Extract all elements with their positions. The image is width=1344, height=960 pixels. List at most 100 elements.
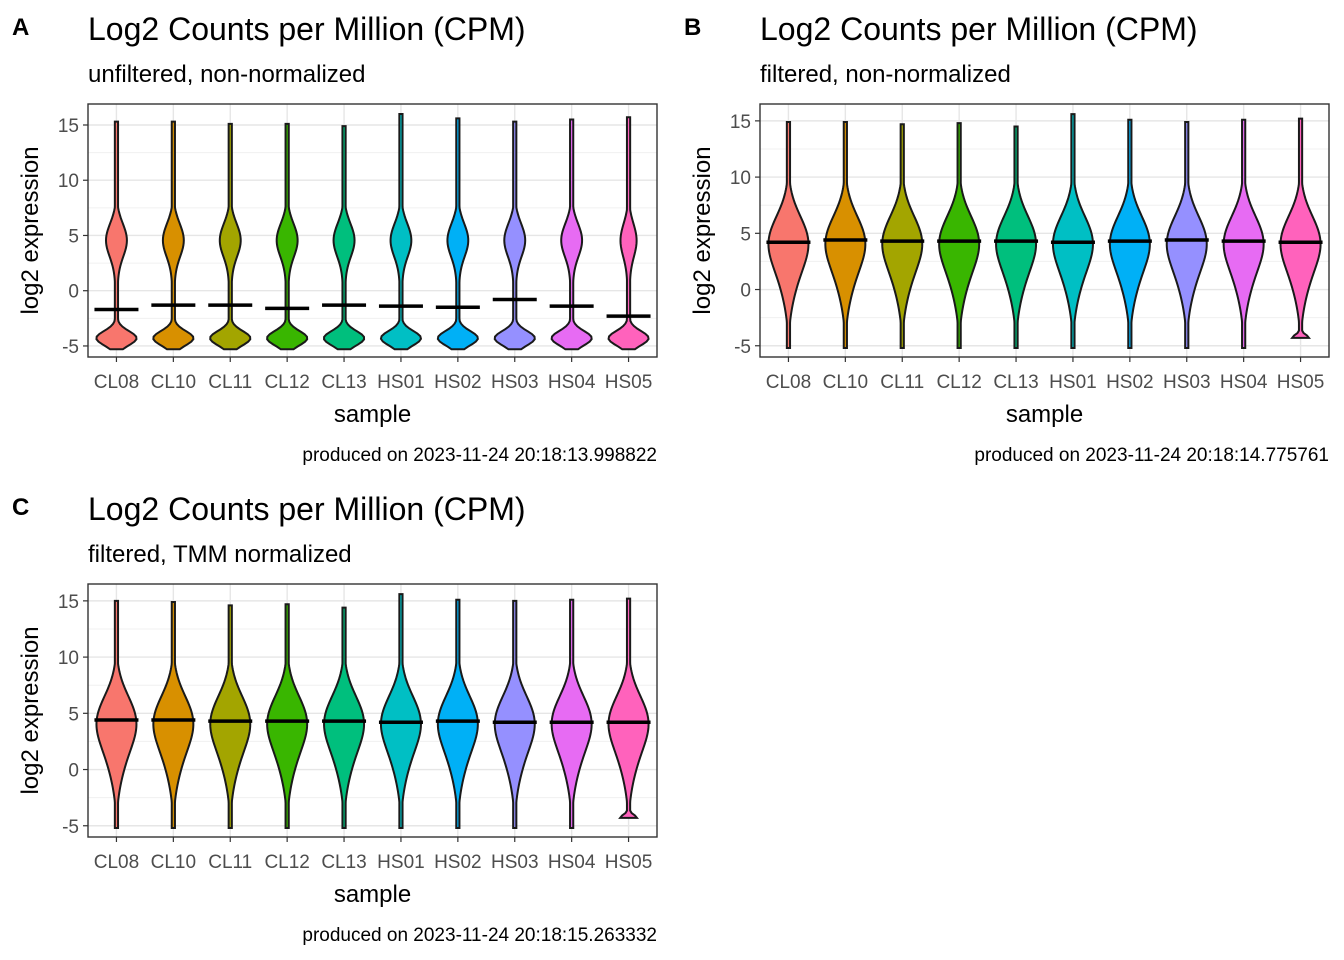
x-tick-label: CL11 — [208, 852, 252, 873]
panel-b: B Log2 Counts per Million (CPM) filtered, … — [684, 11, 1330, 466]
chart-title: Log2 Counts per Million (CPM) — [88, 11, 526, 47]
y-tick-label: 10 — [58, 648, 79, 669]
violin-hs04 — [1222, 118, 1265, 349]
violin-hs04 — [550, 118, 593, 351]
violin-hs03 — [493, 599, 536, 829]
y-tick-label: 5 — [740, 224, 751, 245]
violin-cl13 — [995, 125, 1038, 349]
chart-subtitle: unfiltered, non-normalized — [88, 61, 366, 88]
violin-cl12 — [266, 603, 309, 829]
violin-cl08 — [95, 120, 138, 351]
x-tick-label: CL10 — [151, 852, 196, 873]
x-tick-label: HS05 — [605, 372, 653, 393]
x-tick-label: CL11 — [208, 372, 252, 393]
y-tick-label: 10 — [58, 171, 79, 192]
y-tick-label: 5 — [68, 226, 79, 247]
violin-cl12 — [266, 122, 309, 351]
y-tick-label: 0 — [68, 761, 79, 782]
x-tick-label: HS03 — [491, 852, 539, 873]
x-tick-label: HS02 — [434, 372, 482, 393]
x-tick-label: HS02 — [1106, 372, 1154, 393]
x-tick-label: CL08 — [766, 372, 811, 393]
violin-cl13 — [323, 606, 366, 829]
y-tick-label: 15 — [730, 112, 751, 133]
x-tick-label: CL12 — [936, 372, 981, 393]
chart-title: Log2 Counts per Million (CPM) — [88, 491, 526, 527]
violin-cl10 — [824, 120, 867, 349]
x-tick-label: CL13 — [993, 372, 1038, 393]
y-axis-title: log2 expression — [17, 146, 44, 314]
violin-cl13 — [323, 125, 366, 351]
plot-border — [87, 103, 658, 358]
panel-letter: A — [12, 14, 29, 41]
x-tick-label: HS04 — [1220, 372, 1268, 393]
x-tick-label: CL08 — [94, 852, 139, 873]
y-tick-label: 0 — [740, 281, 751, 302]
x-tick-label: HS04 — [548, 372, 596, 393]
panel-c: C Log2 Counts per Million (CPM) filtered, … — [12, 491, 658, 946]
chart-title: Log2 Counts per Million (CPM) — [760, 11, 1198, 47]
x-tick-label: CL12 — [264, 372, 309, 393]
y-tick-label: 15 — [58, 592, 79, 613]
plot-border — [87, 583, 658, 838]
y-axis-title: log2 expression — [689, 146, 716, 314]
y-tick-label: 5 — [68, 704, 79, 725]
chart-subtitle: filtered, non-normalized — [760, 61, 1011, 88]
violin-cl10 — [152, 600, 195, 829]
x-axis-title: sample — [334, 401, 411, 428]
violin-hs02 — [436, 598, 479, 829]
x-axis-title: sample — [1006, 401, 1083, 428]
violin-cl11 — [209, 122, 252, 351]
panel-letter: C — [12, 494, 29, 521]
x-tick-label: CL08 — [94, 372, 139, 393]
x-tick-label: CL13 — [321, 852, 366, 873]
violin-hs04 — [550, 598, 593, 829]
violin-hs02 — [1108, 118, 1151, 349]
y-tick-label: 10 — [730, 168, 751, 189]
violin-cl08 — [767, 120, 810, 349]
violin-cl08 — [95, 599, 138, 829]
x-tick-label: CL10 — [151, 372, 196, 393]
violin-hs01 — [1051, 113, 1094, 349]
x-tick-label: CL11 — [880, 372, 924, 393]
panel-letter: B — [684, 14, 701, 41]
x-tick-label: CL12 — [264, 852, 309, 873]
violin-cl10 — [152, 120, 195, 351]
x-tick-label: HS04 — [548, 852, 596, 873]
x-tick-label: CL10 — [823, 372, 868, 393]
violin-hs05 — [607, 116, 650, 351]
caption: produced on 2023-11-24 20:18:15.263332 — [302, 925, 657, 946]
x-tick-label: HS01 — [1049, 372, 1097, 393]
x-tick-label: HS05 — [1277, 372, 1325, 393]
y-axis-title: log2 expression — [17, 626, 44, 794]
chart-subtitle: filtered, TMM normalized — [88, 541, 352, 568]
violin-hs01 — [379, 112, 423, 351]
x-tick-label: HS02 — [434, 852, 482, 873]
violin-hs05 — [607, 597, 650, 819]
x-tick-label: HS05 — [605, 852, 653, 873]
plot-border — [759, 103, 1330, 358]
violin-hs01 — [379, 593, 422, 829]
violin-hs05 — [1279, 117, 1322, 339]
x-tick-label: HS03 — [1163, 372, 1211, 393]
x-tick-label: CL13 — [321, 372, 366, 393]
violin-hs03 — [493, 120, 536, 351]
violin-cl11 — [881, 123, 924, 349]
x-tick-label: HS01 — [377, 852, 425, 873]
panel-a: A Log2 Counts per Million (CPM) unfiltered… — [12, 11, 658, 466]
caption: produced on 2023-11-24 20:18:14.775761 — [974, 445, 1329, 466]
violin-hs03 — [1165, 120, 1208, 349]
y-tick-label: -5 — [62, 337, 79, 358]
caption: produced on 2023-11-24 20:18:13.998822 — [302, 445, 657, 466]
x-tick-label: HS03 — [491, 372, 539, 393]
y-tick-label: 15 — [58, 116, 79, 137]
y-tick-label: -5 — [734, 337, 751, 358]
x-axis-title: sample — [334, 881, 411, 908]
x-tick-label: HS01 — [377, 372, 425, 393]
y-tick-label: 0 — [68, 282, 79, 303]
violin-cl12 — [938, 122, 981, 349]
y-tick-label: -5 — [62, 817, 79, 838]
violin-hs02 — [436, 117, 479, 351]
violin-cl11 — [209, 604, 252, 829]
